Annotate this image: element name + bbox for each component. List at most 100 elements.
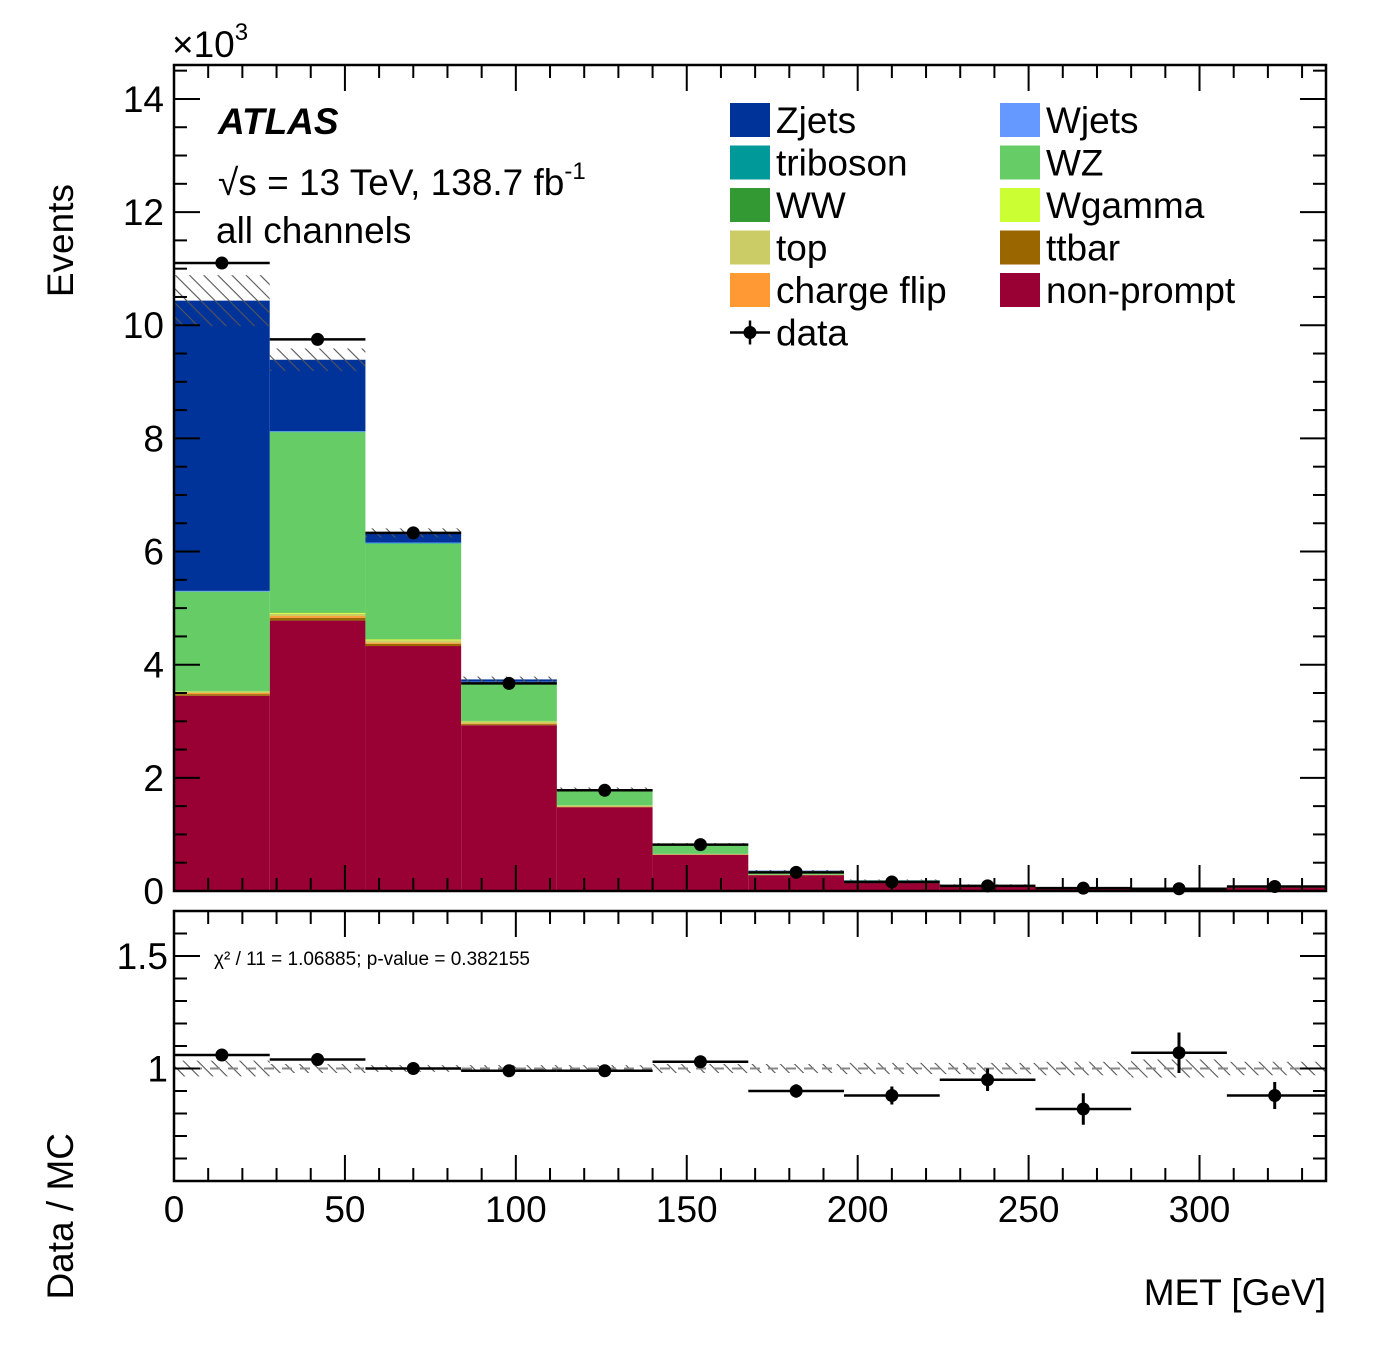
chi2-label: χ² / 11 = 1.06885; p-value = 0.382155 [214, 949, 530, 970]
bar-ttbar-bin-4 [556, 806, 653, 808]
data-point-10 [1172, 882, 1186, 896]
y-tick-label: 4 [143, 645, 164, 686]
bar-ttbar-bin-2 [365, 643, 462, 647]
legend-swatch-Zjets [730, 103, 770, 137]
bar-WZ-bin-1 [269, 432, 366, 613]
x-tick-label: 300 [1169, 1189, 1231, 1230]
bar-top-bin-0 [174, 691, 270, 693]
ratio-tick-label: 1.5 [117, 936, 168, 977]
bar-Zjets-bin-0 [174, 300, 270, 591]
bar-ttbar-bin-3 [461, 724, 557, 726]
legend-marker-data [743, 326, 757, 339]
data-point-6 [789, 865, 803, 879]
ratio-point-10 [1172, 1046, 1186, 1060]
channel-label: all channels [216, 210, 411, 251]
ratio-band-bin-1 [269, 1064, 366, 1073]
bar-WW-bin-1 [269, 612, 366, 613]
bar-Wgamma-bin-2 [365, 639, 462, 641]
mc-uncertainty-bin-1 [269, 348, 366, 372]
ratio-point-1 [311, 1053, 325, 1066]
experiment-label: ATLAS [217, 101, 339, 142]
ratio-data-points [174, 1032, 1326, 1125]
legend-label-WW: WW [776, 185, 846, 226]
bar-Zjets-bin-1 [269, 359, 366, 432]
legend-swatch-non-prompt [1000, 273, 1040, 307]
data-point-8 [981, 879, 995, 893]
bar-top-bin-2 [365, 640, 462, 643]
y-tick-label: 10 [123, 305, 164, 346]
ratio-point-11 [1268, 1089, 1282, 1102]
y-multiplier: ×103 [172, 19, 248, 65]
ratio-point-2 [406, 1062, 420, 1075]
ratio-point-6 [789, 1084, 803, 1098]
x-tick-label: 50 [324, 1189, 365, 1230]
data-point-5 [693, 838, 707, 852]
legend-label-WZ: WZ [1046, 143, 1104, 184]
main-frame [172, 63, 1328, 893]
legend-label-top: top [776, 228, 827, 269]
bar-WW-bin-0 [174, 690, 270, 692]
legend-swatch-Wgamma [1000, 188, 1040, 222]
data-point-9 [1076, 881, 1090, 895]
y-tick-label: 14 [123, 79, 164, 120]
bar-charge-flip-bin-3 [461, 723, 557, 725]
bar-Wjets-bin-2 [365, 542, 462, 544]
legend-label-charge-flip: charge flip [776, 270, 947, 311]
legend-label-ttbar: ttbar [1046, 228, 1120, 269]
bar-ttbar-bin-0 [174, 694, 270, 696]
legend-swatch-ttbar [1000, 230, 1040, 265]
legend-label-data: data [776, 313, 848, 354]
y-tick-label: 6 [143, 532, 164, 573]
bar-WW-bin-2 [365, 638, 462, 640]
y-tick-label: 0 [143, 871, 164, 912]
ratio-band-bin-7 [844, 1062, 940, 1075]
legend-label-non-prompt: non-prompt [1046, 270, 1236, 311]
ratio-axis-title: Data / MC [40, 1133, 81, 1300]
bar-ttbar-bin-1 [269, 617, 366, 621]
y-axis-title: Events [40, 184, 81, 297]
bar-charge-flip-bin-1 [269, 616, 366, 618]
legend-swatch-Wjets [1000, 103, 1040, 137]
x-tick-label: 200 [827, 1189, 889, 1230]
ratio-point-8 [981, 1073, 995, 1087]
x-tick-label: 250 [998, 1189, 1060, 1230]
bar-charge-flip-bin-2 [365, 642, 462, 644]
legend-label-Zjets: Zjets [776, 100, 856, 141]
data-point-0 [215, 256, 229, 270]
bar-non-prompt-bin-2 [365, 646, 462, 891]
x-axis-title: MET [GeV] [1144, 1272, 1326, 1313]
bar-charge-flip-bin-0 [174, 692, 270, 695]
data-point-3 [502, 676, 516, 690]
bar-WZ-bin-0 [174, 591, 270, 691]
ratio-point-3 [502, 1064, 516, 1078]
energy-lumi-label: √s = 13 TeV, 138.7 fb-1 [218, 158, 586, 203]
ratio-point-0 [215, 1048, 229, 1062]
ratio-band-bin-0 [174, 1060, 270, 1077]
ratio-frame [172, 909, 1328, 1183]
bar-Wjets-bin-0 [174, 590, 270, 592]
y-tick-label: 12 [123, 192, 164, 233]
legend-label-Wgamma: Wgamma [1046, 185, 1205, 226]
legend-swatch-WZ [1000, 145, 1040, 180]
bar-top-bin-1 [269, 613, 366, 617]
legend-swatch-top [730, 230, 770, 265]
bar-WW-bin-3 [461, 720, 557, 722]
x-tick-label: 100 [485, 1189, 547, 1230]
legend-swatch-WW [730, 188, 770, 222]
data-point-1 [311, 332, 325, 346]
bar-WZ-bin-4 [556, 791, 653, 806]
ratio-point-9 [1076, 1102, 1090, 1116]
ratio-ticks: 1 1.5 0 50 100 150 200 250 300 [117, 911, 1326, 1230]
bar-Wgamma-bin-0 [174, 691, 270, 692]
bar-top-bin-4 [556, 805, 653, 807]
legend: Zjets Wjets triboson WZ WW Wgamma top ttbar char… [730, 100, 1236, 354]
bar-non-prompt-bin-0 [174, 695, 270, 891]
bar-triboson-bin-1 [269, 431, 366, 433]
bar-non-prompt-bin-4 [556, 807, 653, 891]
mc-uncertainty-bin-0 [174, 275, 270, 327]
data-point-11 [1268, 879, 1282, 893]
bar-non-prompt-bin-3 [461, 725, 557, 891]
x-tick-label: 150 [656, 1189, 718, 1230]
y-tick-label: 2 [143, 758, 164, 799]
